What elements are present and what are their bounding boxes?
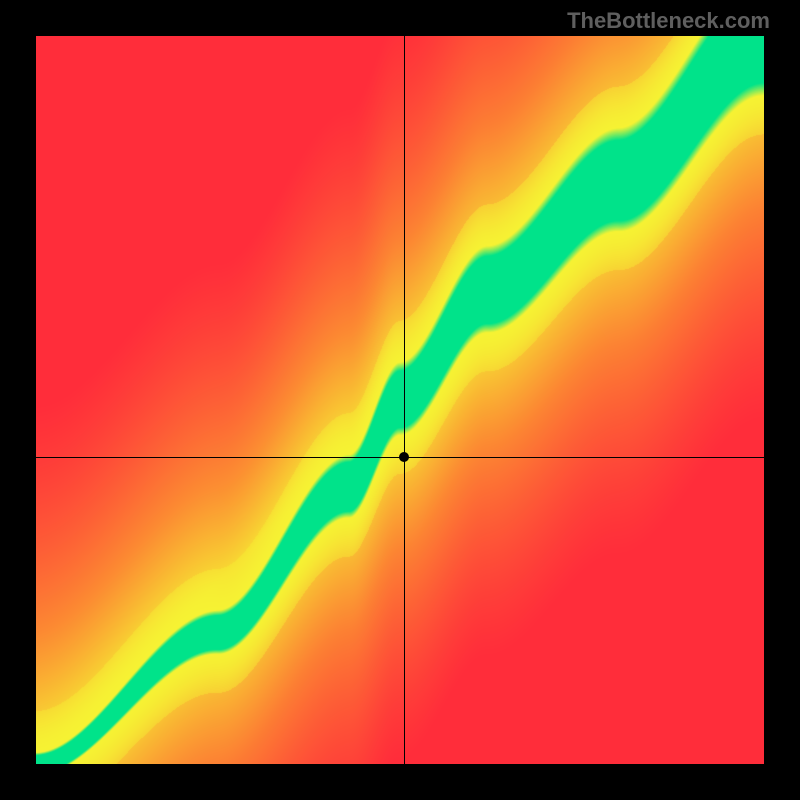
crosshair-marker: [399, 452, 409, 462]
watermark: TheBottleneck.com: [567, 8, 770, 34]
heatmap-canvas: [36, 36, 764, 764]
bottleneck-heatmap: [36, 36, 764, 764]
crosshair-vertical: [404, 36, 405, 764]
